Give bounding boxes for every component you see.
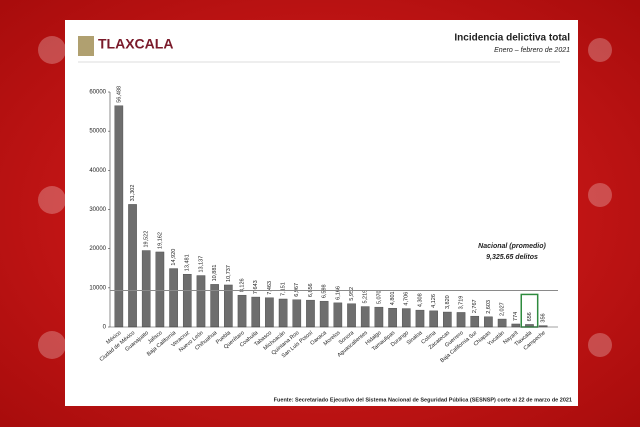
value-label: 5,952 — [349, 287, 355, 301]
value-label: 5,070 — [376, 290, 382, 304]
value-label: 2,603 — [486, 300, 492, 314]
bar — [155, 251, 165, 328]
bar — [251, 296, 261, 328]
bar — [319, 300, 329, 328]
bar — [374, 306, 384, 328]
value-label: 6,598 — [322, 284, 328, 298]
bar — [196, 275, 206, 328]
value-label: 4,308 — [417, 293, 423, 307]
value-label: 10,881 — [212, 265, 218, 282]
bar — [182, 273, 192, 328]
value-label: 3,820 — [445, 295, 451, 309]
bar — [456, 312, 466, 328]
value-label: 56,488 — [116, 86, 122, 103]
value-label: 356 — [541, 313, 547, 322]
value-label: 2,767 — [472, 299, 478, 313]
value-label: 4,801 — [390, 291, 396, 305]
bar — [237, 294, 247, 328]
watermarks — [38, 36, 612, 359]
chart-subtitle: Enero – febrero de 2021 — [494, 47, 570, 54]
bar — [497, 318, 507, 328]
source-note: Fuente: Secretariado Ejecutivo del Siste… — [274, 397, 572, 403]
value-label: 8,126 — [239, 278, 245, 292]
value-label: 19,522 — [144, 231, 150, 248]
chart-title: Incidencia delictiva total — [454, 33, 570, 44]
bar — [360, 306, 370, 328]
bar — [415, 309, 425, 328]
bar — [114, 105, 124, 328]
bar — [388, 307, 397, 328]
value-label: 7,463 — [267, 281, 273, 295]
value-label: 2,027 — [500, 302, 506, 316]
value-label: 656 — [527, 312, 533, 321]
bar — [484, 316, 493, 328]
logo-emblem — [78, 36, 94, 56]
bar — [278, 298, 288, 328]
y-tick-label: 10000 — [89, 285, 106, 291]
y-tick-label: 30000 — [89, 207, 106, 213]
value-label: 14,920 — [171, 249, 177, 266]
reference-value-label: 9,325.65 delitos — [486, 254, 538, 261]
bar — [306, 299, 315, 328]
value-label: 10,737 — [226, 265, 232, 282]
value-label: 7,643 — [253, 280, 259, 294]
bar — [265, 297, 274, 328]
bar — [128, 204, 137, 328]
logo: TLAXCALA — [98, 36, 173, 52]
bar — [443, 311, 452, 328]
bar — [169, 268, 178, 328]
bar — [429, 310, 438, 328]
y-tick-label: 60000 — [89, 90, 106, 96]
value-label: 774 — [513, 312, 519, 321]
bar — [333, 302, 343, 328]
value-label: 19,162 — [157, 232, 163, 249]
y-tick-label: 0 — [103, 325, 107, 331]
bar — [141, 250, 151, 328]
value-label: 5,219 — [363, 290, 369, 304]
value-label: 13,137 — [198, 256, 204, 273]
y-tick-label: 40000 — [89, 168, 106, 174]
value-label: 7,151 — [281, 282, 287, 296]
bar — [224, 284, 233, 328]
reference-label: Nacional (promedio) — [478, 243, 546, 250]
y-tick-label: 20000 — [89, 246, 106, 252]
y-tick-label: 50000 — [89, 129, 106, 135]
bar — [347, 303, 356, 328]
value-label: 13,481 — [185, 254, 191, 271]
bar — [292, 299, 302, 328]
value-label: 4,126 — [431, 294, 437, 308]
value-label: 3,719 — [458, 296, 464, 310]
slide — [65, 20, 578, 406]
bar — [511, 323, 521, 328]
value-label: 6,967 — [294, 283, 300, 297]
bar — [470, 315, 480, 328]
bar — [401, 308, 411, 328]
value-label: 6,166 — [335, 286, 341, 300]
value-label: 4,706 — [404, 292, 410, 306]
value-label: 31,302 — [130, 185, 136, 202]
